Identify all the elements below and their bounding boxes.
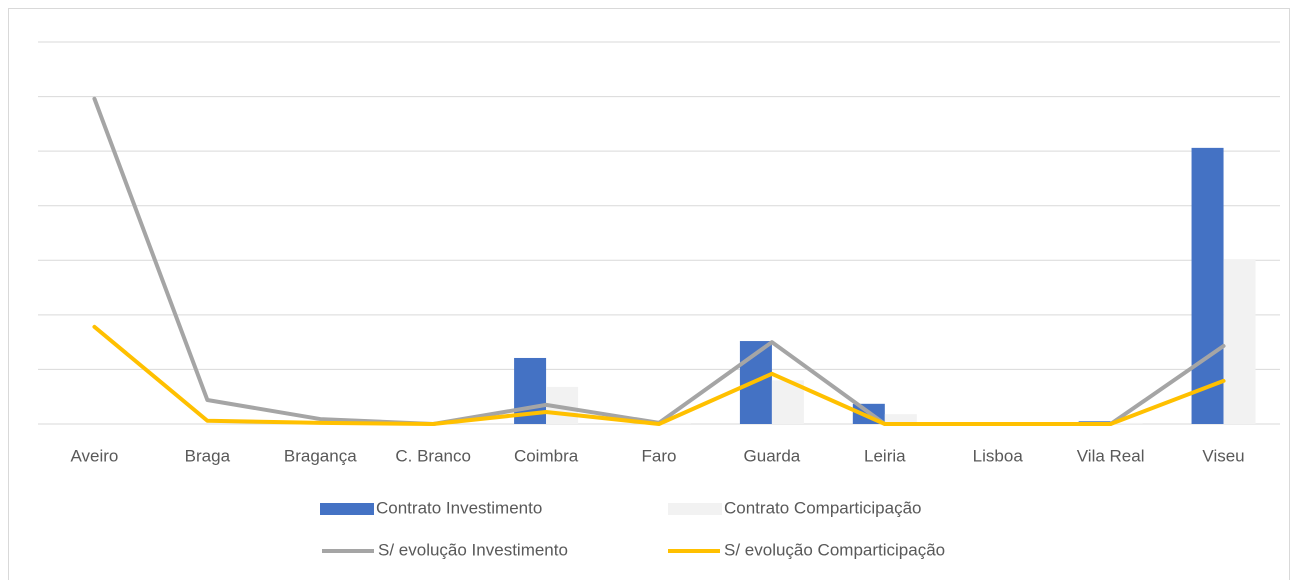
legend-label: S/ evolução Comparticipação <box>724 540 945 559</box>
x-tick-label: Leiria <box>864 446 906 465</box>
x-tick-label: Viseu <box>1202 446 1244 465</box>
x-tick-label: C. Branco <box>395 446 471 465</box>
x-tick-label: Braga <box>185 446 231 465</box>
bar <box>1191 147 1224 424</box>
x-tick-label: Lisboa <box>973 446 1024 465</box>
x-tick-label: Bragança <box>284 446 357 465</box>
bar <box>1110 422 1143 424</box>
bar <box>884 414 917 424</box>
x-tick-label: Coimbra <box>514 446 579 465</box>
bar <box>1223 259 1256 424</box>
x-tick-label: Vila Real <box>1077 446 1145 465</box>
legend-label: S/ evolução Investimento <box>378 540 568 559</box>
legend-label: Contrato Comparticipação <box>724 498 921 517</box>
legend-label: Contrato Investimento <box>376 498 542 517</box>
x-tick-label: Aveiro <box>71 446 119 465</box>
x-tick-label: Guarda <box>744 446 801 465</box>
bar <box>659 422 691 424</box>
chart-border <box>8 8 1290 580</box>
x-tick-label: Faro <box>642 446 677 465</box>
line <box>92 324 1226 426</box>
legend-swatch <box>668 503 722 515</box>
legend-swatch <box>320 503 374 515</box>
